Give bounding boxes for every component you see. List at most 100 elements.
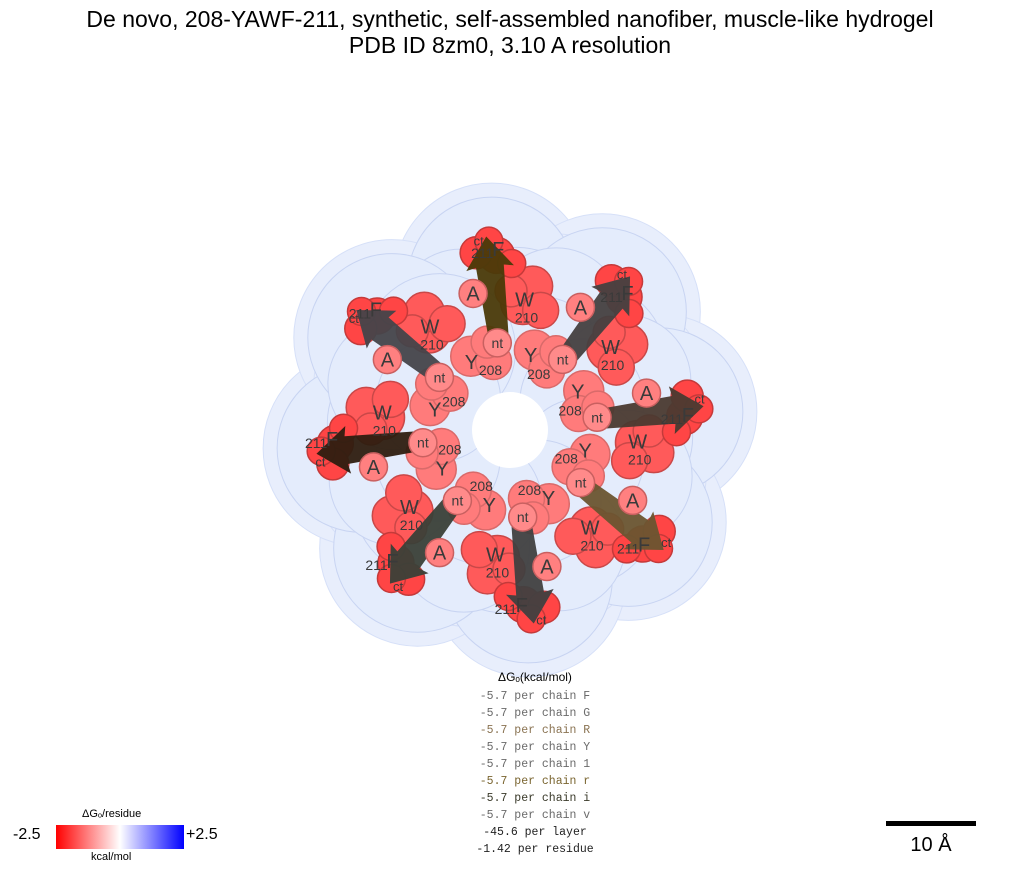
residue-w-label: W bbox=[628, 432, 647, 454]
n-terminus-label: nt bbox=[434, 369, 446, 385]
beta-strand-arrow bbox=[506, 520, 554, 624]
n-terminus-label: nt bbox=[591, 409, 603, 425]
residue-w-label: W bbox=[373, 402, 392, 424]
residue-a-label: A bbox=[433, 543, 447, 565]
residue-a-circle bbox=[617, 485, 648, 516]
residue-f-number: 211 bbox=[600, 289, 623, 305]
n-terminus-label: nt bbox=[575, 475, 587, 491]
colorbar-title: ΔGₒ/residue bbox=[82, 808, 142, 820]
c-terminus-label: ct bbox=[695, 392, 706, 407]
residue-a-label: A bbox=[381, 350, 395, 372]
residue-f-number: 211 bbox=[471, 245, 494, 261]
n-terminus-circle bbox=[408, 427, 438, 458]
residue-a-circle bbox=[372, 344, 403, 375]
c-terminus-label: ct bbox=[536, 613, 547, 628]
residue-f-number: 211 bbox=[617, 540, 640, 556]
residue-y-number: 208 bbox=[555, 451, 579, 467]
beta-strand-arrow bbox=[356, 309, 444, 382]
residue-a-circle bbox=[631, 378, 662, 408]
residue-w-blob bbox=[460, 530, 499, 569]
n-terminus-circle bbox=[424, 362, 455, 393]
beta-strand-arrow bbox=[558, 276, 631, 364]
energy-row: -5.7 per chain Y bbox=[479, 741, 591, 754]
residue-a-circle bbox=[458, 278, 488, 309]
central-pore bbox=[472, 392, 548, 468]
n-terminus-label: nt bbox=[517, 509, 529, 525]
residue-y-number: 208 bbox=[438, 441, 462, 457]
residue-y-number: 208 bbox=[527, 366, 551, 382]
residue-w-blob bbox=[554, 517, 592, 556]
energy-row: -1.42 per residue bbox=[476, 843, 594, 856]
energy-row: -45.6 per layer bbox=[483, 826, 587, 839]
residue-w-label: W bbox=[421, 316, 440, 338]
n-terminus-circle bbox=[442, 485, 473, 516]
beta-strand-arrow bbox=[316, 426, 420, 474]
c-terminus-label: ct bbox=[315, 454, 326, 469]
residue-y-number: 208 bbox=[518, 482, 542, 498]
residue-a-circle bbox=[532, 551, 562, 582]
residue-y-label: Y bbox=[524, 345, 537, 367]
residue-y-label: Y bbox=[436, 459, 449, 481]
residue-a-circle bbox=[424, 537, 455, 568]
energy-header: ΔGₒ(kcal/mol) bbox=[498, 670, 572, 684]
c-terminus-label: ct bbox=[617, 267, 628, 282]
residue-f-number: 211 bbox=[305, 435, 328, 451]
colorbar-unit: kcal/mol bbox=[91, 851, 132, 863]
residue-f-number: 211 bbox=[365, 557, 388, 573]
scale-bar bbox=[886, 821, 976, 826]
residue-f-number: 211 bbox=[349, 306, 372, 322]
residue-w-blob bbox=[428, 304, 466, 343]
residue-f-number: 211 bbox=[495, 601, 518, 617]
energy-row: -5.7 per chain 1 bbox=[479, 758, 591, 771]
beta-strand-arrow bbox=[466, 236, 514, 340]
residue-f-label: F bbox=[370, 300, 382, 322]
title-line-2: PDB ID 8zm0, 3.10 A resolution bbox=[348, 32, 672, 58]
residue-w-label: W bbox=[400, 497, 419, 519]
n-terminus-label: nt bbox=[417, 435, 429, 451]
residue-w-label: W bbox=[515, 289, 534, 311]
residue-w-number: 210 bbox=[420, 336, 444, 352]
residue-y-label: Y bbox=[428, 399, 441, 421]
beta-strand-arrow bbox=[576, 478, 664, 551]
energy-row: -5.7 per chain F bbox=[479, 690, 591, 703]
energy-row: -5.7 per chain i bbox=[479, 792, 591, 805]
residue-w-label: W bbox=[486, 545, 505, 567]
residue-y-label: Y bbox=[571, 381, 584, 403]
residue-w-number: 210 bbox=[486, 565, 510, 581]
residue-w-blob bbox=[521, 291, 560, 330]
residue-f-number: 211 bbox=[661, 411, 684, 427]
residue-w-number: 210 bbox=[373, 422, 397, 438]
residue-a-label: A bbox=[640, 383, 654, 405]
energy-row: -5.7 per chain G bbox=[479, 707, 591, 720]
c-terminus-label: ct bbox=[349, 311, 360, 326]
residue-w-number: 210 bbox=[400, 517, 424, 533]
title-line-1: De novo, 208-YAWF-211, synthetic, self-a… bbox=[86, 6, 934, 32]
residue-a-circle bbox=[565, 292, 596, 323]
n-terminus-label: nt bbox=[491, 335, 503, 351]
residue-a-label: A bbox=[466, 283, 480, 305]
residue-a-label: A bbox=[626, 490, 640, 512]
colorbar-max-label: +2.5 bbox=[186, 826, 218, 843]
n-terminus-circle bbox=[565, 467, 596, 498]
beta-strand-arrow bbox=[600, 386, 704, 434]
beta-strand-arrow bbox=[389, 496, 462, 584]
residue-w-blob bbox=[610, 441, 649, 480]
residue-w-number: 210 bbox=[515, 309, 539, 325]
n-terminus-label: nt bbox=[557, 351, 569, 367]
energy-row: -5.7 per chain v bbox=[479, 809, 591, 822]
n-terminus-circle bbox=[547, 344, 578, 375]
c-terminus-label: ct bbox=[474, 233, 485, 248]
energy-row: -5.7 per chain R bbox=[479, 724, 591, 737]
colorbar bbox=[56, 825, 184, 849]
residue-y-label: Y bbox=[579, 441, 592, 463]
residue-y-label: Y bbox=[465, 352, 478, 374]
energy-row: -5.7 per chain r bbox=[479, 775, 591, 788]
residue-w-label: W bbox=[601, 337, 620, 359]
residue-w-blob bbox=[384, 474, 423, 512]
